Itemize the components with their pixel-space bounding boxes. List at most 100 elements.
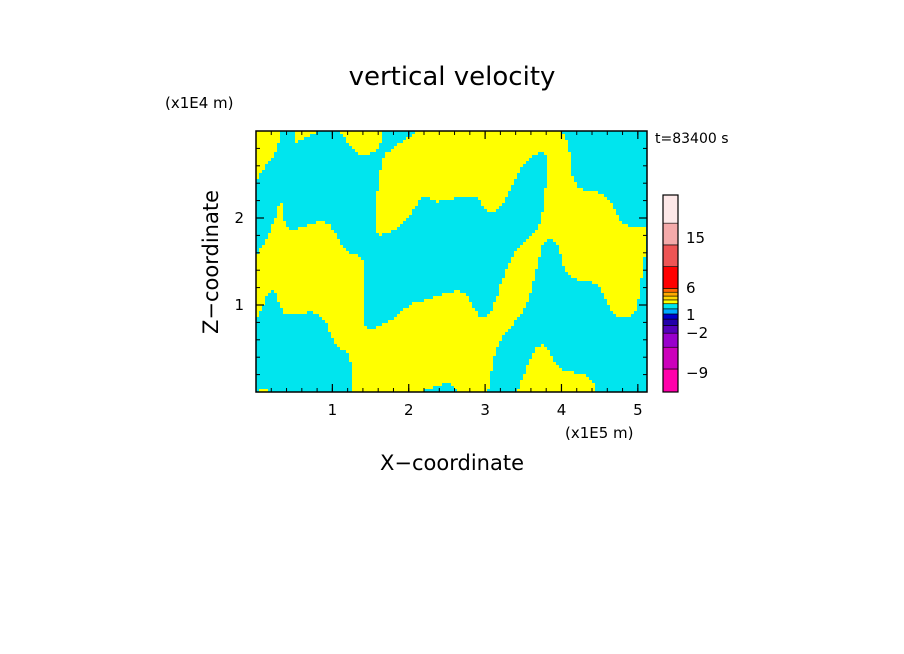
- positive-region: [523, 377, 589, 380]
- positive-region: [547, 167, 571, 170]
- positive-region: [544, 194, 604, 197]
- positive-region: [256, 263, 364, 266]
- colorbar-band: [662, 346, 679, 370]
- positive-region: [352, 374, 490, 377]
- positive-region: [385, 152, 538, 155]
- positive-region: [493, 308, 523, 311]
- positive-region: [547, 164, 571, 167]
- colorbar-band: [662, 299, 679, 305]
- positive-region: [415, 131, 562, 134]
- positive-region: [430, 197, 454, 200]
- colorbar: [662, 194, 679, 393]
- positive-region: [265, 239, 340, 242]
- positive-region: [538, 227, 646, 230]
- colorbar-frame: [662, 194, 679, 393]
- positive-region: [259, 389, 268, 392]
- positive-region: [295, 134, 310, 137]
- positive-region: [277, 293, 364, 296]
- y-axis-label: Z−coordinate: [199, 190, 223, 334]
- positive-region: [382, 158, 529, 161]
- positive-region: [256, 311, 259, 314]
- positive-region: [277, 212, 283, 215]
- positive-region: [274, 218, 283, 221]
- positive-region: [487, 209, 496, 212]
- positive-region: [256, 272, 364, 275]
- positive-region: [346, 137, 382, 140]
- positive-region: [610, 305, 637, 308]
- positive-region: [499, 290, 532, 293]
- positive-region: [547, 179, 574, 182]
- colorbar-band: [662, 295, 679, 301]
- positive-region: [271, 224, 286, 227]
- positive-region: [256, 134, 280, 137]
- positive-region: [346, 140, 382, 143]
- x-axis-label: X−coordinate: [380, 451, 524, 475]
- colorbar-band: [662, 303, 679, 310]
- positive-region: [514, 254, 541, 257]
- colorbar-band: [662, 308, 679, 315]
- positive-region: [544, 206, 613, 209]
- colorbar-band: [662, 266, 679, 289]
- positive-region: [505, 272, 535, 275]
- positive-region: [352, 383, 442, 386]
- positive-region: [277, 206, 283, 209]
- positive-region: [256, 269, 364, 272]
- positive-region: [481, 203, 502, 206]
- positive-region: [256, 131, 280, 134]
- positive-region: [274, 221, 286, 224]
- positive-region: [454, 386, 490, 389]
- colorbar-band: [662, 368, 679, 393]
- positive-region: [277, 215, 283, 218]
- positive-region: [352, 380, 490, 383]
- positive-region: [256, 137, 280, 140]
- positive-region: [256, 254, 358, 257]
- positive-region: [478, 197, 505, 200]
- time-label: t=83400 s: [655, 131, 729, 147]
- positive-region: [256, 146, 277, 149]
- positive-region: [256, 143, 277, 146]
- positive-region: [256, 302, 265, 305]
- positive-region: [562, 254, 646, 257]
- positive-region: [328, 329, 508, 332]
- positive-region: [547, 170, 571, 173]
- colorbar-band: [662, 222, 679, 246]
- positive-region: [256, 149, 277, 152]
- positive-region: [280, 305, 364, 308]
- positive-region: [526, 239, 547, 242]
- positive-region: [319, 314, 364, 317]
- positive-region: [295, 140, 298, 143]
- y-tick-labels: 12: [234, 209, 244, 314]
- positive-region: [256, 287, 364, 290]
- positive-region: [256, 152, 274, 155]
- colorbar-band: [662, 313, 679, 320]
- positive-region: [277, 299, 364, 302]
- positive-region: [376, 206, 415, 209]
- positive-region: [376, 194, 508, 197]
- positive-region: [562, 263, 643, 266]
- positive-region: [316, 221, 325, 224]
- positive-region: [601, 287, 640, 290]
- x-tick-labels: 1 2 3 4 5: [328, 401, 643, 419]
- positive-region: [256, 314, 259, 317]
- positive-region: [520, 383, 595, 386]
- plot-frame: [255, 130, 648, 393]
- positive-region: [394, 317, 517, 320]
- positive-region: [499, 287, 532, 290]
- positive-region: [256, 308, 262, 311]
- positive-region: [349, 356, 493, 359]
- positive-region: [532, 353, 550, 356]
- positive-region: [376, 197, 421, 200]
- positive-region: [256, 296, 265, 299]
- positive-region: [481, 200, 505, 203]
- positive-region: [607, 302, 637, 305]
- positive-region: [355, 149, 376, 152]
- positive-region: [283, 308, 364, 311]
- colorbar-band: [662, 332, 679, 348]
- positive-region: [382, 164, 523, 167]
- x-scale-label: (x1E5 m): [565, 424, 634, 442]
- positive-region: [376, 224, 400, 227]
- positive-region: [571, 275, 643, 278]
- positive-region: [412, 134, 565, 137]
- positive-region: [433, 296, 469, 299]
